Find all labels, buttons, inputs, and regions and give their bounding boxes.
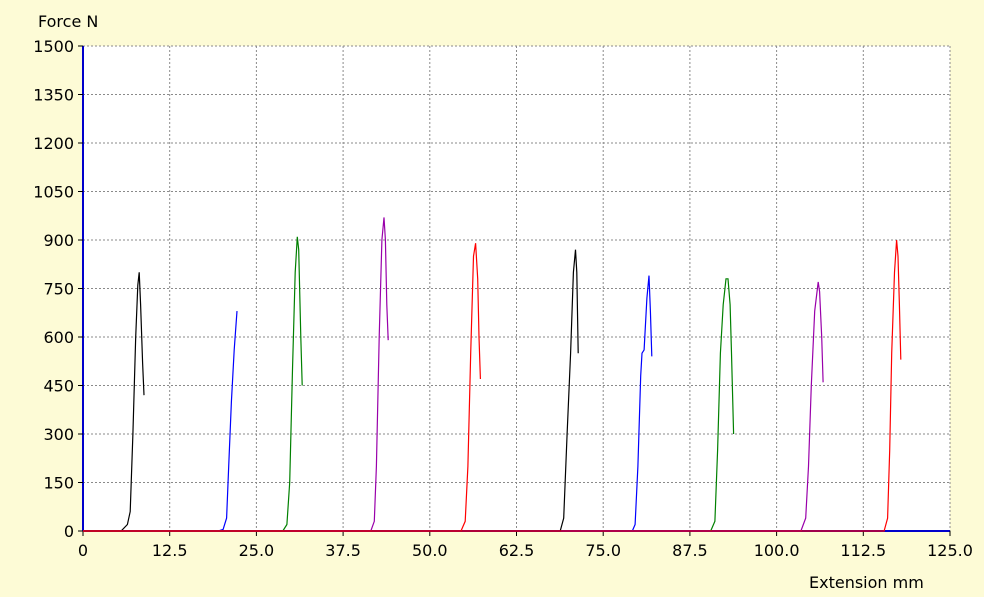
y-tick-label: 1200	[33, 134, 74, 153]
y-tick-label: 1350	[33, 86, 74, 105]
y-tick-label: 900	[43, 231, 74, 250]
x-tick-label: 75.0	[585, 541, 621, 560]
series-line-10	[83, 239, 902, 532]
series-line-7	[631, 275, 653, 532]
y-tick-label: 1500	[33, 37, 74, 56]
x-tick-label: 12.5	[152, 541, 188, 560]
x-tick-label: 125.0	[927, 541, 973, 560]
series-line-9	[83, 281, 824, 532]
series-line-8	[710, 278, 735, 532]
grid	[83, 45, 951, 531]
y-tick-label: 0	[64, 522, 74, 541]
x-tick-label: 37.5	[325, 541, 361, 560]
x-tick-label: 0	[78, 541, 88, 560]
series-group	[83, 217, 902, 532]
series-line-5	[83, 243, 481, 532]
y-tick-label: 150	[43, 474, 74, 493]
tick-labels: 0 150 300 450 600 750 900 1050 1200 1350 1500 0 12.5…	[33, 37, 973, 560]
x-tick-label: 50.0	[412, 541, 448, 560]
series-line-6	[83, 249, 579, 532]
x-tick-label: 62.5	[499, 541, 535, 560]
x-tick-label: 87.5	[672, 541, 708, 560]
x-axis-title: Extension mm	[809, 573, 924, 592]
series-line-1	[83, 272, 145, 532]
x-tick-label: 112.5	[840, 541, 886, 560]
x-tick-label: 25.0	[239, 541, 275, 560]
y-tick-label: 300	[43, 425, 74, 444]
y-tick-label: 750	[43, 280, 74, 299]
y-tick-label: 1050	[33, 183, 74, 202]
y-axis-title: Force N	[38, 12, 98, 31]
series-line-3	[83, 236, 303, 532]
y-tick-label: 600	[43, 328, 74, 347]
y-tick-label: 450	[43, 377, 74, 396]
x-tick-label: 100.0	[754, 541, 800, 560]
series-line-4	[83, 217, 389, 532]
